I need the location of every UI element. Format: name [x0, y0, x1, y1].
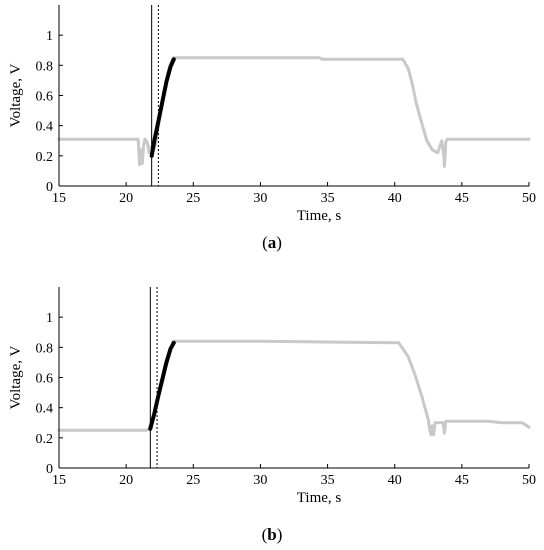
- y-tick-label: 0.8: [36, 341, 54, 356]
- y-tick-label: 1: [46, 29, 53, 44]
- x-tick-label: 40: [388, 191, 402, 206]
- series-line-1: [57, 339, 531, 437]
- x-axis-label: Time, s: [297, 208, 342, 224]
- series-line-2: [149, 57, 176, 158]
- x-tick-label: 20: [119, 191, 133, 206]
- x-tick-label: 35: [321, 191, 335, 206]
- x-tick-label: 30: [253, 473, 267, 488]
- panel-caption: (a): [262, 233, 282, 252]
- chart-panel-b: 15 20 25 30 35 40 45 50 0 0.2 0.4 0.6 0.8 1 Time, s Vol…: [8, 287, 536, 544]
- x-tick-label: 45: [455, 473, 469, 488]
- y-axis-label: Voltage, V: [8, 346, 24, 410]
- y-tick-label: 0.2: [36, 150, 54, 165]
- x-axis-label: Time, s: [297, 490, 342, 506]
- panel-caption: (b): [262, 525, 283, 544]
- x-tick-label: 20: [119, 473, 133, 488]
- y-tick-label: 0.6: [36, 90, 54, 105]
- x-tick-label: 50: [522, 473, 536, 488]
- series-line-1: [57, 56, 531, 168]
- panel-caption-letter: b: [267, 525, 276, 544]
- x-tick-label: 15: [52, 191, 66, 206]
- x-tick-label: 45: [455, 191, 469, 206]
- chart-panel-a: 15 20 25 30 35 40 45 50 0 0.2 0.4 0.6 0.8 1 Time, s Vol…: [8, 5, 536, 252]
- x-tick-label: 25: [186, 191, 200, 206]
- series-line-2: [148, 340, 176, 431]
- y-tick-label: 0.4: [36, 402, 54, 417]
- x-tick-label: 25: [186, 473, 200, 488]
- panel-caption-letter: a: [268, 233, 277, 252]
- y-axis-label: Voltage, V: [8, 64, 24, 128]
- x-tick-label: 15: [52, 473, 66, 488]
- x-tick-label: 50: [522, 191, 536, 206]
- y-tick-label: 0: [46, 462, 53, 477]
- y-tick-label: 0.4: [36, 120, 54, 135]
- y-tick-label: 0.6: [36, 372, 54, 387]
- x-tick-label: 30: [253, 191, 267, 206]
- x-tick-label: 35: [321, 473, 335, 488]
- y-tick-label: 1: [46, 311, 53, 326]
- y-tick-label: 0: [46, 180, 53, 195]
- x-tick-label: 40: [388, 473, 402, 488]
- y-tick-label: 0.8: [36, 59, 54, 74]
- y-tick-label: 0.2: [36, 432, 54, 447]
